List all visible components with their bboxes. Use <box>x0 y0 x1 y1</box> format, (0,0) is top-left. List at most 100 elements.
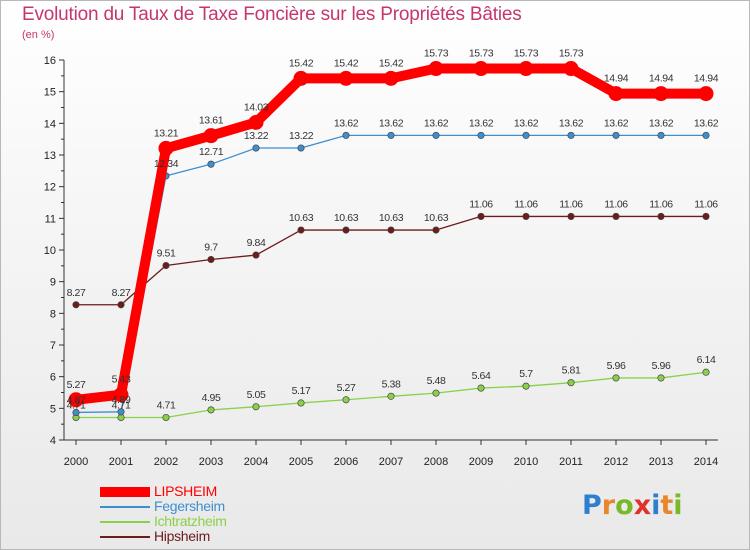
data-label: 15.42 <box>379 57 404 69</box>
data-point <box>567 131 575 139</box>
data-point <box>203 128 219 144</box>
data-point <box>113 387 129 403</box>
x-tick-label: 2005 <box>289 456 313 468</box>
data-point <box>432 389 440 397</box>
data-point <box>702 368 710 376</box>
legend-swatch <box>100 520 150 523</box>
data-label: 5.96 <box>652 360 671 372</box>
data-label: 15.42 <box>289 57 314 69</box>
data-label: 5.38 <box>382 378 401 390</box>
data-point <box>158 140 174 156</box>
data-point <box>432 131 440 139</box>
y-tick-label: 10 <box>44 245 56 257</box>
x-tick-label: 2008 <box>424 456 448 468</box>
data-label: 11.06 <box>514 198 538 210</box>
x-tick-label: 2001 <box>109 456 133 468</box>
data-point <box>162 261 170 270</box>
y-tick-label: 16 <box>44 55 56 67</box>
y-tick-label: 14 <box>44 118 56 130</box>
logo-letter: o <box>615 490 634 521</box>
data-label: 12.34 <box>154 158 179 170</box>
x-tick-label: 2006 <box>334 456 358 468</box>
data-point <box>563 61 579 77</box>
legend-swatch <box>100 505 150 508</box>
data-label: 14.94 <box>649 73 674 85</box>
data-label: 13.62 <box>469 117 494 129</box>
y-tick-label: 12 <box>44 182 56 194</box>
data-point <box>252 403 260 411</box>
data-label: 13.62 <box>649 117 674 129</box>
y-tick-label: 9 <box>50 277 56 289</box>
legend-swatch <box>100 486 150 497</box>
data-label: 4.89 <box>112 394 131 406</box>
data-label: 8.27 <box>112 287 131 299</box>
data-label: 5.64 <box>472 370 491 382</box>
series-ichtratzheim <box>72 368 710 422</box>
data-label: 15.73 <box>559 48 584 60</box>
data-labels-fegersheim: 4.87 4.89 12.34 12.71 13.22 13.22 13.62 13.62 13… <box>67 117 720 406</box>
x-tick-label: 2002 <box>154 456 178 468</box>
data-point <box>567 379 575 387</box>
y-tick-label: 5 <box>50 403 56 415</box>
logo-letter: r <box>601 490 616 521</box>
data-label: 15.73 <box>424 48 449 60</box>
logo-letter: P <box>582 490 602 521</box>
data-point <box>383 70 399 86</box>
data-label: 13.62 <box>604 117 629 129</box>
data-label: 4.71 <box>157 400 176 412</box>
data-label: 14.94 <box>604 73 629 85</box>
data-label: 10.63 <box>379 212 404 224</box>
data-point <box>608 86 624 102</box>
data-label: 10.63 <box>334 212 359 224</box>
x-tick-label: 2012 <box>604 456 628 468</box>
data-label: 5.27 <box>67 379 86 391</box>
data-label: 9.51 <box>157 248 176 260</box>
x-tick-label: 2000 <box>64 456 88 468</box>
data-point <box>72 301 80 309</box>
data-point <box>207 160 215 168</box>
data-point <box>297 399 305 407</box>
data-label: 13.62 <box>424 117 449 129</box>
x-tick-label: 2004 <box>244 456 268 468</box>
data-point <box>477 384 485 392</box>
y-tick-label: 11 <box>45 213 56 225</box>
legend-label: LIPSHEIM <box>154 483 217 499</box>
x-tick-label: 2014 <box>694 456 718 468</box>
data-label: 5.17 <box>292 385 311 397</box>
data-labels-hipsheim: 8.27 8.27 9.51 9.7 9.84 10.63 10.63 10.63 10.63 1… <box>67 198 719 298</box>
data-label: 11.06 <box>694 198 718 210</box>
data-point <box>657 212 665 220</box>
data-label: 5.7 <box>519 368 533 380</box>
y-tick-label: 15 <box>44 87 56 99</box>
data-label: 13.22 <box>244 130 269 142</box>
data-point <box>117 301 125 309</box>
data-label: 13.62 <box>559 117 584 129</box>
data-label: 13.21 <box>154 127 179 139</box>
data-point <box>252 251 260 259</box>
data-label: 5.81 <box>562 365 581 377</box>
data-point <box>702 131 710 139</box>
data-point <box>387 131 395 139</box>
x-tick-label: 2007 <box>379 456 403 468</box>
data-point <box>428 61 444 77</box>
data-label: 12.71 <box>199 146 224 158</box>
data-labels-lipsheim: 5.27 5.43 13.21 13.61 14.03 15.42 15.42 15.42 15… <box>67 48 720 391</box>
data-labels-ichtratzheim: 4.71 4.71 4.71 4.95 5.05 5.17 5.27 5.38 5.48 5.64… <box>67 354 717 412</box>
data-point <box>702 212 710 220</box>
data-label: 11.06 <box>649 198 673 210</box>
data-label: 13.62 <box>514 117 539 129</box>
data-point <box>338 70 354 86</box>
data-point <box>387 226 395 234</box>
x-tick-label: 2013 <box>649 456 673 468</box>
data-label: 15.73 <box>469 48 494 60</box>
data-point <box>522 212 530 220</box>
x-tick-label: 2010 <box>514 456 538 468</box>
data-point <box>72 408 80 417</box>
data-point <box>612 131 620 139</box>
data-point <box>342 226 350 234</box>
data-point <box>477 131 485 139</box>
data-label: 11.06 <box>604 198 628 210</box>
data-point <box>387 392 395 400</box>
legend-label: Fegersheim <box>154 498 225 514</box>
data-point <box>657 131 665 139</box>
